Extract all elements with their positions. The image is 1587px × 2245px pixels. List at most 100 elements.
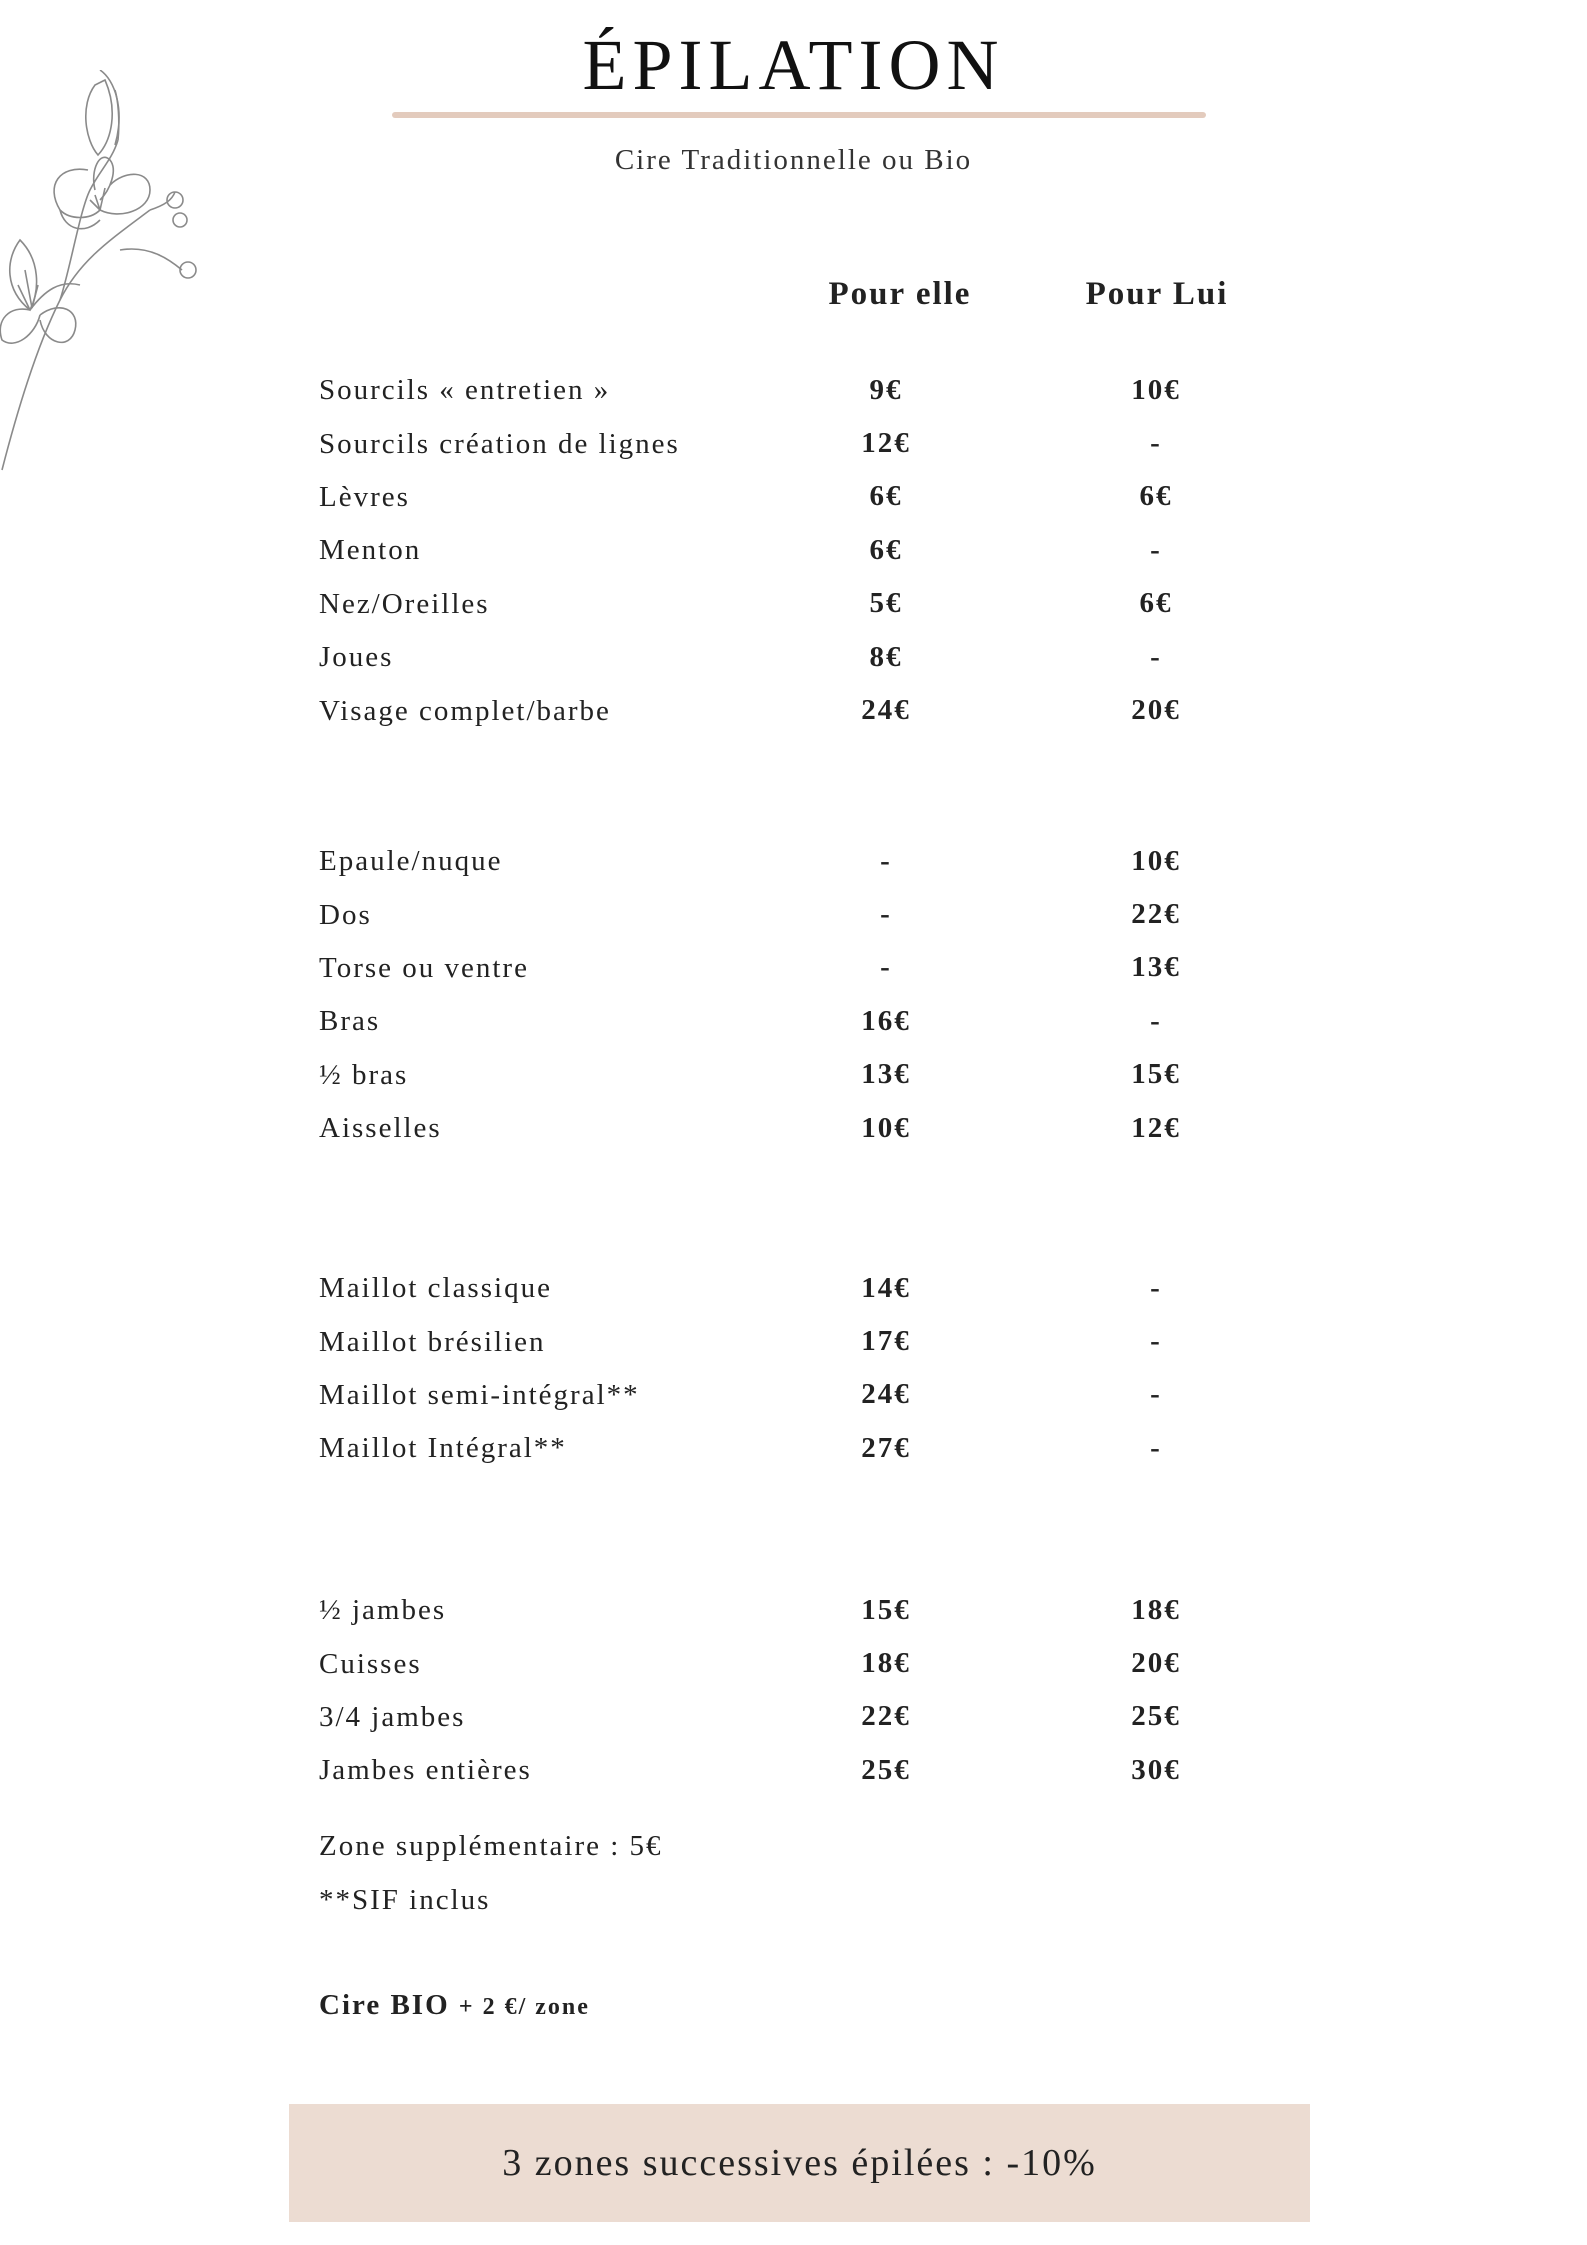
price-row: 3/4 jambes 22€ 25€ (319, 1691, 1319, 1744)
service-label: Maillot Intégral** (319, 1432, 567, 1465)
price-row: Bras 16€ - (319, 995, 1319, 1048)
price-men: - (1150, 1271, 1162, 1304)
price-men: - (1150, 640, 1162, 673)
service-label: Joues (319, 641, 394, 674)
column-header-women: Pour elle (828, 276, 972, 312)
service-label: Sourcils création de lignes (319, 427, 680, 460)
price-row: Aisselles 10€ 12€ (319, 1102, 1319, 1155)
price-men: - (1150, 533, 1162, 566)
price-women: 6€ (869, 480, 903, 513)
promo-banner: 3 zones successives épilées : -10% (289, 2104, 1310, 2222)
sif-note: **SIF inclus (319, 1884, 491, 1916)
service-label: Epaule/nuque (319, 845, 503, 878)
price-women: - (880, 898, 892, 931)
extra-zone-note: Zone supplémentaire : 5€ (319, 1830, 663, 1862)
price-men: 6€ (1139, 587, 1173, 620)
service-label: Menton (319, 534, 422, 567)
price-group-bikini: Maillot classique 14€ - Maillot brésilien 17… (319, 1262, 1319, 1476)
price-women: 25€ (861, 1753, 911, 1786)
price-row: Cuisses 18€ 20€ (319, 1637, 1319, 1690)
price-women: 24€ (861, 694, 911, 727)
page-title: ÉPILATION (582, 25, 1005, 105)
service-label: Cuisses (319, 1647, 422, 1680)
price-men: - (1150, 1004, 1162, 1037)
price-women: 10€ (861, 1111, 911, 1144)
price-men: 20€ (1131, 1647, 1181, 1680)
price-women: 8€ (869, 640, 903, 673)
price-row: Sourcils « entretien » 9€ 10€ (319, 364, 1319, 417)
price-men: 30€ (1131, 1753, 1181, 1786)
price-women: 22€ (861, 1700, 911, 1733)
price-women: - (880, 844, 892, 877)
service-label: ½ bras (319, 1058, 409, 1091)
price-men: 6€ (1139, 480, 1173, 513)
price-group-legs: ½ jambes 15€ 18€ Cuisses 18€ 20€ 3/4 jambes 22€… (319, 1584, 1319, 1798)
service-label: Maillot brésilien (319, 1325, 546, 1358)
price-row: ½ bras 13€ 15€ (319, 1049, 1319, 1102)
service-label: Torse ou ventre (319, 951, 529, 984)
column-header-men: Pour Lui (1085, 276, 1229, 312)
price-row: Jambes entières 25€ 30€ (319, 1744, 1319, 1797)
price-group-body: Epaule/nuque - 10€ Dos - 22€ Torse ou ventre - 1… (319, 835, 1319, 1155)
subtitle: Cire Traditionnelle ou Bio (614, 144, 973, 176)
price-men: 18€ (1131, 1593, 1181, 1626)
service-label: Lèvres (319, 480, 410, 513)
price-women: 18€ (861, 1647, 911, 1680)
service-label: Nez/Oreilles (319, 587, 490, 620)
bio-wax-note: Cire BIO + 2 €/ zone (319, 1989, 590, 2022)
service-label: Visage complet/barbe (319, 694, 611, 727)
price-row: Menton 6€ - (319, 524, 1319, 577)
price-men: 10€ (1131, 844, 1181, 877)
price-men: - (1150, 427, 1162, 460)
price-men: 20€ (1131, 694, 1181, 727)
price-row: Maillot Intégral** 27€ - (319, 1422, 1319, 1475)
price-women: 27€ (861, 1431, 911, 1464)
price-men: 13€ (1131, 951, 1181, 984)
price-men: 12€ (1131, 1111, 1181, 1144)
price-row: Lèvres 6€ 6€ (319, 471, 1319, 524)
price-women: 17€ (861, 1325, 911, 1358)
price-row: Dos - 22€ (319, 888, 1319, 941)
service-label: Maillot classique (319, 1272, 552, 1305)
price-row: Maillot semi-intégral** 24€ - (319, 1369, 1319, 1422)
price-women: - (880, 951, 892, 984)
title-divider (392, 112, 1206, 118)
service-label: Jambes entières (319, 1754, 532, 1787)
price-row: Epaule/nuque - 10€ (319, 835, 1319, 888)
price-men: - (1150, 1431, 1162, 1464)
price-women: 9€ (869, 373, 903, 406)
price-row: ½ jambes 15€ 18€ (319, 1584, 1319, 1637)
price-row: Sourcils création de lignes 12€ - (319, 417, 1319, 470)
price-men: 25€ (1131, 1700, 1181, 1733)
price-row: Visage complet/barbe 24€ 20€ (319, 684, 1319, 737)
price-group-face: Sourcils « entretien » 9€ 10€ Sourcils créa… (319, 364, 1319, 738)
price-row: Maillot brésilien 17€ - (319, 1315, 1319, 1368)
service-label: Bras (319, 1005, 381, 1038)
price-women: 5€ (869, 587, 903, 620)
service-label: Sourcils « entretien » (319, 374, 611, 407)
price-row: Maillot classique 14€ - (319, 1262, 1319, 1315)
bio-wax-price: + 2 €/ zone (458, 1994, 590, 2020)
price-men: 15€ (1131, 1058, 1181, 1091)
price-row: Torse ou ventre - 13€ (319, 942, 1319, 995)
price-women: 6€ (869, 533, 903, 566)
price-men: 22€ (1131, 898, 1181, 931)
price-women: 12€ (861, 427, 911, 460)
price-women: 24€ (861, 1378, 911, 1411)
price-women: 14€ (861, 1271, 911, 1304)
price-women: 16€ (861, 1004, 911, 1037)
price-row: Nez/Oreilles 5€ 6€ (319, 578, 1319, 631)
service-label: ½ jambes (319, 1594, 447, 1627)
price-women: 15€ (861, 1593, 911, 1626)
price-row: Joues 8€ - (319, 631, 1319, 684)
service-label: Dos (319, 898, 372, 931)
flower-branch-illustration (0, 70, 197, 471)
service-label: 3/4 jambes (319, 1700, 466, 1733)
price-men: - (1150, 1378, 1162, 1411)
service-label: Aisselles (319, 1112, 442, 1145)
price-men: 10€ (1131, 373, 1181, 406)
bio-wax-label: Cire BIO (319, 1989, 450, 2021)
price-women: 13€ (861, 1058, 911, 1091)
price-men: - (1150, 1325, 1162, 1358)
service-label: Maillot semi-intégral** (319, 1378, 640, 1411)
